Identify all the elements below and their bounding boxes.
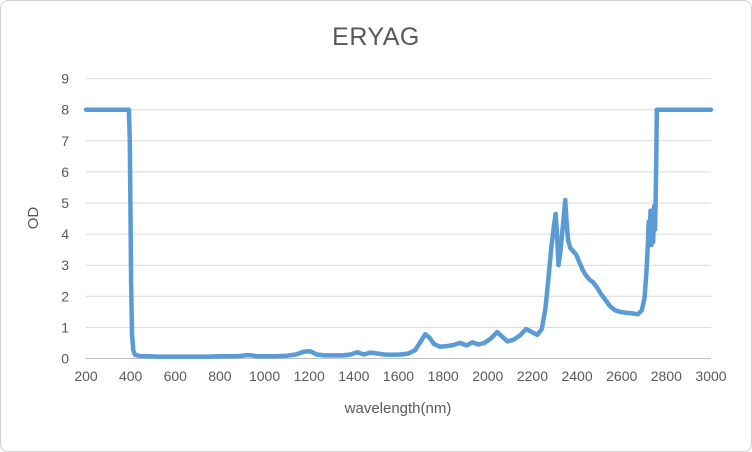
y-tick-label: 1 (61, 319, 69, 335)
x-tick-label: 1200 (294, 368, 325, 384)
x-tick-labels: 200 400 600 800 1000 1200 1400 1600 1800 2000 2200… (74, 368, 726, 384)
x-axis-title: wavelength(nm) (344, 400, 452, 417)
x-tick-label: 600 (164, 368, 188, 384)
x-tick-label: 800 (208, 368, 232, 384)
data-series-line (83, 107, 714, 359)
x-tick-label: 2400 (561, 368, 592, 384)
gridlines (86, 78, 711, 359)
y-tick-label: 4 (61, 226, 69, 242)
y-tick-label: 8 (61, 102, 69, 118)
x-tick-label: 2600 (606, 368, 637, 384)
x-tick-label: 2200 (517, 368, 548, 384)
x-tick-label: 1400 (338, 368, 369, 384)
x-tick-label: 2000 (472, 368, 503, 384)
y-axis-title: OD (25, 207, 42, 230)
y-tick-label: 6 (61, 164, 69, 180)
y-tick-label: 0 (61, 351, 69, 367)
x-tick-label: 2800 (651, 368, 682, 384)
x-tick-label: 1000 (249, 368, 280, 384)
x-tick-label: 400 (119, 368, 143, 384)
x-tick-label: 1800 (428, 368, 459, 384)
y-tick-label: 3 (61, 257, 69, 273)
x-tick-label: 1600 (383, 368, 414, 384)
y-tick-label: 7 (61, 133, 69, 149)
x-tick-label: 200 (74, 368, 98, 384)
x-tick-label: 3000 (695, 368, 726, 384)
y-tick-label: 2 (61, 288, 69, 304)
y-tick-label: 9 (61, 71, 69, 87)
y-tick-label: 5 (61, 195, 69, 211)
y-tick-labels: 0 1 2 3 4 5 6 7 8 9 (61, 71, 69, 367)
